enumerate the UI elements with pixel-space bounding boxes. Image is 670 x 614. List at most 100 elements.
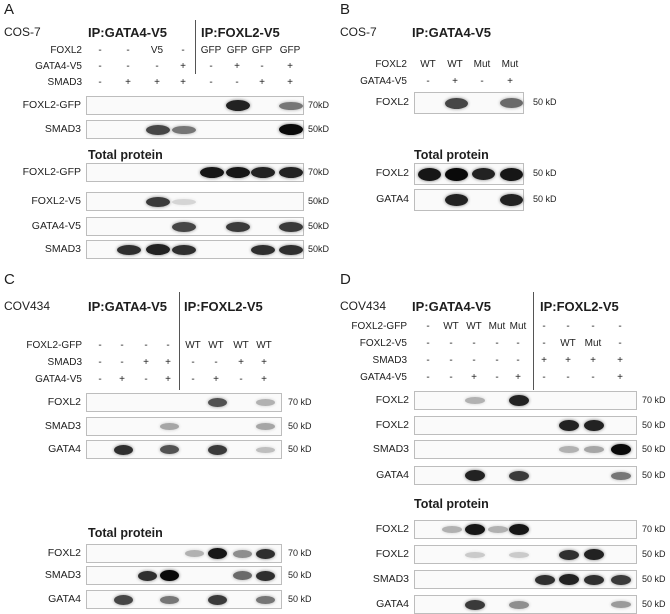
blot-band — [232, 549, 252, 558]
molecular-weight-marker: 70 kD — [288, 396, 312, 407]
blot-band — [499, 167, 523, 181]
condition-value: - — [166, 340, 170, 351]
blot-strip — [414, 189, 524, 211]
condition-value: - — [495, 338, 499, 349]
blot-label-foxl2: FOXL2 — [375, 167, 409, 179]
blot-band — [535, 574, 555, 585]
condition-value: - — [120, 357, 124, 368]
condition-value: + — [119, 374, 125, 385]
blot-strip — [414, 520, 637, 539]
condition-value: - — [426, 76, 430, 87]
condition-value: + — [125, 77, 131, 88]
blot-band — [584, 527, 604, 532]
total-protein-heading: Total protein — [414, 148, 489, 162]
blot-band — [185, 400, 204, 405]
blot-band — [465, 397, 485, 404]
blot-band — [114, 551, 133, 556]
condition-value: GFP — [200, 45, 222, 56]
blot-label-foxl2: FOXL2 — [375, 96, 409, 108]
blot-band — [117, 199, 141, 204]
blot-band — [172, 244, 196, 255]
condition-value: + — [234, 61, 240, 72]
ip-label: IP:FOXL2-V5 — [201, 25, 280, 40]
blot-band — [200, 127, 224, 132]
blot-band — [279, 244, 303, 255]
blot-band — [559, 574, 579, 585]
molecular-weight-marker: 50 kD — [288, 443, 312, 454]
blot-band — [160, 551, 179, 556]
condition-value: + — [180, 77, 186, 88]
blot-band — [279, 221, 303, 232]
blot-band — [559, 602, 579, 607]
blot-band — [138, 551, 157, 556]
blot-band — [138, 424, 157, 429]
condition-value: + — [617, 355, 623, 366]
blot-band — [442, 577, 462, 582]
blot-band — [584, 446, 604, 453]
blot-band — [207, 398, 227, 407]
blot-band — [559, 446, 579, 453]
blot-band — [159, 423, 179, 430]
blot-label-foxl2: FOXL2 — [375, 418, 409, 431]
condition-value: - — [235, 77, 239, 88]
blot-band — [472, 197, 495, 203]
blot-strip — [86, 417, 282, 436]
molecular-weight-marker: 50 kD — [288, 569, 312, 580]
blot-band — [255, 548, 275, 559]
ip-divider-line — [179, 292, 180, 390]
blot-band — [113, 444, 133, 455]
condition-value: - — [209, 61, 213, 72]
condition-value: + — [287, 61, 293, 72]
condition-value: GFP — [251, 45, 273, 56]
blot-band — [535, 552, 555, 557]
condition-value: - — [542, 321, 546, 332]
blot-band — [251, 167, 275, 178]
blot-band — [184, 550, 204, 557]
condition-value: - — [98, 340, 102, 351]
condition-value: + — [261, 374, 267, 385]
blot-band — [92, 447, 111, 452]
molecular-weight-marker: 50 kD — [642, 573, 666, 584]
blot-band — [92, 597, 111, 602]
molecular-weight-marker: 50 kD — [533, 97, 557, 107]
blot-band — [465, 599, 485, 610]
blot-band — [226, 199, 250, 204]
blot-band — [488, 577, 508, 582]
blot-band — [208, 424, 227, 429]
blot-band — [465, 577, 485, 582]
blot-band — [419, 527, 439, 532]
condition-value: + — [617, 372, 623, 383]
molecular-weight-marker: 50 kD — [642, 419, 666, 430]
blot-band — [419, 602, 439, 607]
blot-band — [442, 447, 462, 452]
blot-band — [465, 551, 485, 558]
blot-band — [442, 473, 462, 478]
blot-band — [89, 103, 113, 108]
blot-band — [442, 398, 462, 403]
condition-value: - — [426, 372, 430, 383]
blot-band — [172, 221, 196, 232]
blot-band — [488, 447, 508, 452]
blot-band — [200, 199, 224, 204]
total-protein-heading: Total protein — [88, 148, 163, 162]
blot-label-gata4-v5: GATA4-V5 — [31, 219, 81, 232]
blot-band — [255, 595, 275, 604]
blot-band — [251, 127, 275, 132]
condition-value: + — [515, 372, 521, 383]
blot-band — [159, 445, 179, 454]
blot-strip — [86, 393, 282, 412]
blot-band — [207, 444, 227, 455]
blot-band — [251, 103, 275, 108]
blot-band — [172, 125, 196, 134]
panel-letter-a: A — [4, 1, 15, 18]
blot-strip — [86, 217, 304, 236]
condition-value: + — [165, 374, 171, 385]
molecular-weight-marker: 50kD — [308, 123, 330, 134]
blot-band — [584, 549, 604, 560]
blot-band — [207, 594, 227, 605]
condition-value: + — [590, 355, 596, 366]
condition-value: + — [143, 357, 149, 368]
blot-band — [442, 423, 462, 428]
condition-value: - — [426, 338, 430, 349]
blot-strip — [86, 120, 304, 139]
